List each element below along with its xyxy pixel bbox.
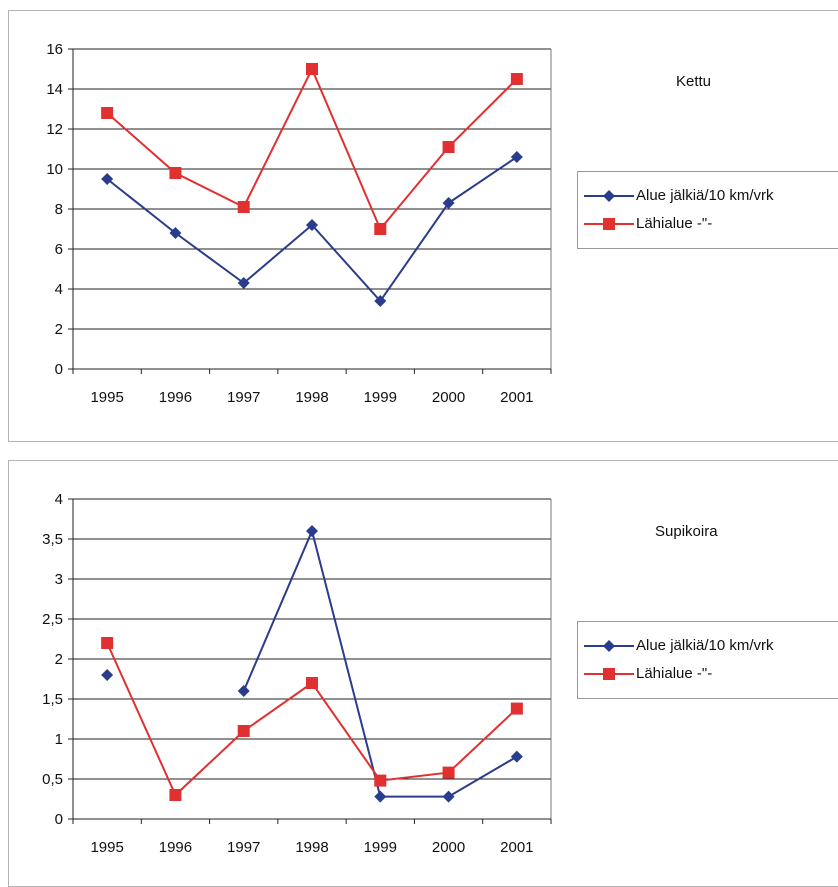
chart-panel-supikoira: 0 0,5 1 1,5 2 2,5 3 3,5 4 1995 1996 1997 1998 1999 200…	[8, 460, 838, 887]
y-tick-label: 8	[55, 201, 63, 218]
line-chart-kettu: 0 2 4 6 8 10 12 14 16 1995 1996 1997 1998 1999 2000 200…	[46, 41, 552, 406]
y-tick-label: 16	[46, 41, 63, 58]
y-tick-label: 3,5	[42, 531, 63, 548]
legend-entry-series-1: Alue jälkiä/10 km/vrk	[578, 184, 838, 208]
x-tick-label: 1997	[227, 839, 260, 856]
x-tick-label: 2001	[500, 839, 533, 856]
data-point-square	[101, 637, 114, 649]
x-tick-label: 1998	[295, 839, 328, 856]
x-tick-label: 1998	[295, 389, 328, 406]
x-tick-label: 1996	[159, 389, 192, 406]
legend-label: Lähialue -"-	[636, 215, 713, 232]
legend-label: Lähialue -"-	[636, 665, 713, 682]
y-tick-label: 14	[46, 81, 63, 98]
y-tick-label: 3	[55, 571, 63, 588]
x-tick-label: 1995	[90, 389, 123, 406]
legend-entry-series-1: Alue jälkiä/10 km/vrk	[578, 634, 838, 658]
legend-entry-series-2: Lähialue -"-	[578, 212, 838, 236]
legend-marker-square	[584, 218, 634, 230]
legend-marker-diamond	[584, 640, 634, 652]
data-point-square	[374, 774, 387, 787]
y-tick-label: 0,5	[42, 771, 63, 788]
x-tick-label: 2001	[500, 389, 533, 406]
data-point-square	[306, 677, 318, 689]
x-tick-label: 1995	[90, 839, 123, 856]
y-tick-label: 2,5	[42, 611, 63, 628]
y-tick-label: 1	[55, 731, 63, 748]
data-point-square	[374, 223, 387, 235]
data-point-square	[237, 201, 250, 213]
y-tick-label: 12	[46, 121, 63, 138]
data-point-diamond	[306, 525, 318, 537]
data-point-square	[169, 167, 182, 179]
series-line-2	[106, 66, 518, 231]
data-point-diamond	[237, 277, 250, 289]
data-point-diamond	[169, 227, 182, 239]
x-tick-label: 2000	[432, 839, 465, 856]
chart-title: Kettu	[676, 73, 712, 90]
data-point-square	[442, 766, 455, 779]
data-point-square	[442, 141, 455, 153]
y-tick-label: 0	[55, 361, 63, 378]
y-tick-label: 6	[55, 241, 63, 258]
x-tick-label: 1996	[159, 839, 192, 856]
y-tick-label: 4	[55, 281, 63, 298]
data-point-diamond	[101, 173, 114, 185]
line-chart-supikoira: 0 0,5 1 1,5 2 2,5 3 3,5 4 1995 1996 1997 1998 1999 200…	[42, 491, 552, 856]
data-point-diamond	[237, 685, 250, 697]
data-point-square	[510, 702, 523, 715]
data-point-diamond	[374, 295, 387, 307]
data-point-square	[237, 725, 250, 737]
data-point-diamond	[510, 151, 523, 163]
chart-panel-kettu: 0 2 4 6 8 10 12 14 16 1995 1996 1997 1998 1999 2000 200…	[8, 10, 838, 442]
data-point-diamond	[101, 669, 114, 681]
legend-label: Alue jälkiä/10 km/vrk	[636, 187, 774, 204]
y-tick-label: 2	[55, 651, 63, 668]
x-tick-label: 1999	[364, 839, 397, 856]
y-tick-label: 1,5	[42, 691, 63, 708]
series-line-1	[242, 527, 518, 798]
data-point-diamond	[442, 197, 455, 209]
data-point-square	[306, 63, 318, 75]
data-point-diamond	[306, 219, 318, 231]
y-tick-label: 0	[55, 811, 63, 828]
x-tick-label: 1999	[364, 389, 397, 406]
legend-label: Alue jälkiä/10 km/vrk	[636, 637, 774, 654]
x-tick-label: 2000	[432, 389, 465, 406]
chart-title: Supikoira	[655, 523, 718, 540]
data-point-square	[169, 789, 182, 801]
legend-marker-square	[584, 668, 634, 680]
legend-entry-series-2: Lähialue -"-	[578, 662, 838, 686]
series-line-2	[106, 642, 518, 797]
data-point-diamond	[374, 790, 387, 803]
y-tick-label: 2	[55, 321, 63, 338]
y-tick-label: 10	[46, 161, 63, 178]
data-point-square	[101, 107, 114, 119]
legend-marker-diamond	[584, 190, 634, 202]
data-point-square	[510, 73, 523, 85]
x-tick-label: 1997	[227, 389, 260, 406]
legend: Alue jälkiä/10 km/vrk Lähialue -"-	[577, 621, 838, 699]
y-tick-label: 4	[55, 491, 63, 508]
data-point-diamond	[442, 790, 455, 803]
data-point-diamond	[510, 750, 523, 763]
legend: Alue jälkiä/10 km/vrk Lähialue -"-	[577, 171, 838, 249]
